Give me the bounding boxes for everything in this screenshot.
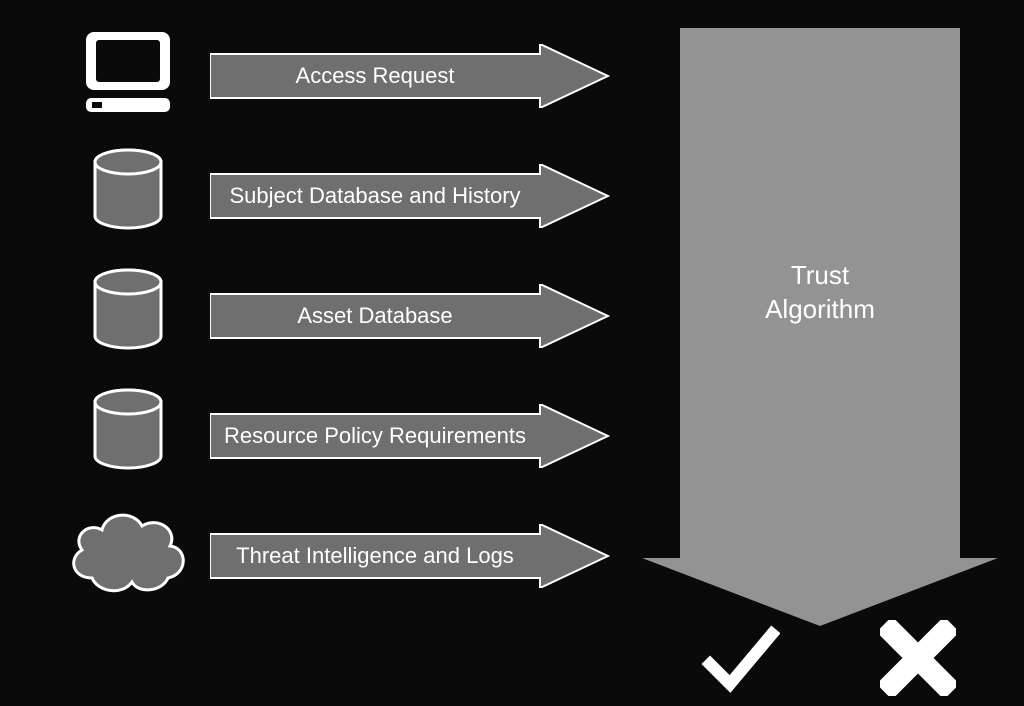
cylinder-icon (92, 148, 164, 230)
cross-icon (880, 620, 956, 696)
arrow-threat-intelligence: Threat Intelligence and Logs (210, 524, 610, 588)
arrow-label: Subject Database and History (229, 183, 520, 209)
trust-label-line2: Algorithm (765, 294, 875, 324)
arrow-label: Resource Policy Requirements (224, 423, 526, 449)
arrow-label: Asset Database (297, 303, 452, 329)
cloud-icon (62, 500, 192, 600)
arrow-access-request: Access Request (210, 44, 610, 108)
arrow-resource-policy: Resource Policy Requirements (210, 404, 610, 468)
trust-algorithm-label: Trust Algorithm (765, 259, 875, 327)
trust-label-line1: Trust (791, 260, 849, 290)
trust-algorithm-arrow: Trust Algorithm (640, 28, 1000, 628)
arrow-label: Access Request (296, 63, 455, 89)
computer-icon (78, 28, 178, 118)
arrow-subject-database: Subject Database and History (210, 164, 610, 228)
cylinder-icon (92, 268, 164, 350)
arrow-label: Threat Intelligence and Logs (236, 543, 514, 569)
cylinder-icon (92, 388, 164, 470)
diagram-canvas: Access Request Subject Database and Hist… (0, 0, 1024, 706)
arrow-asset-database: Asset Database (210, 284, 610, 348)
check-icon (700, 620, 780, 700)
